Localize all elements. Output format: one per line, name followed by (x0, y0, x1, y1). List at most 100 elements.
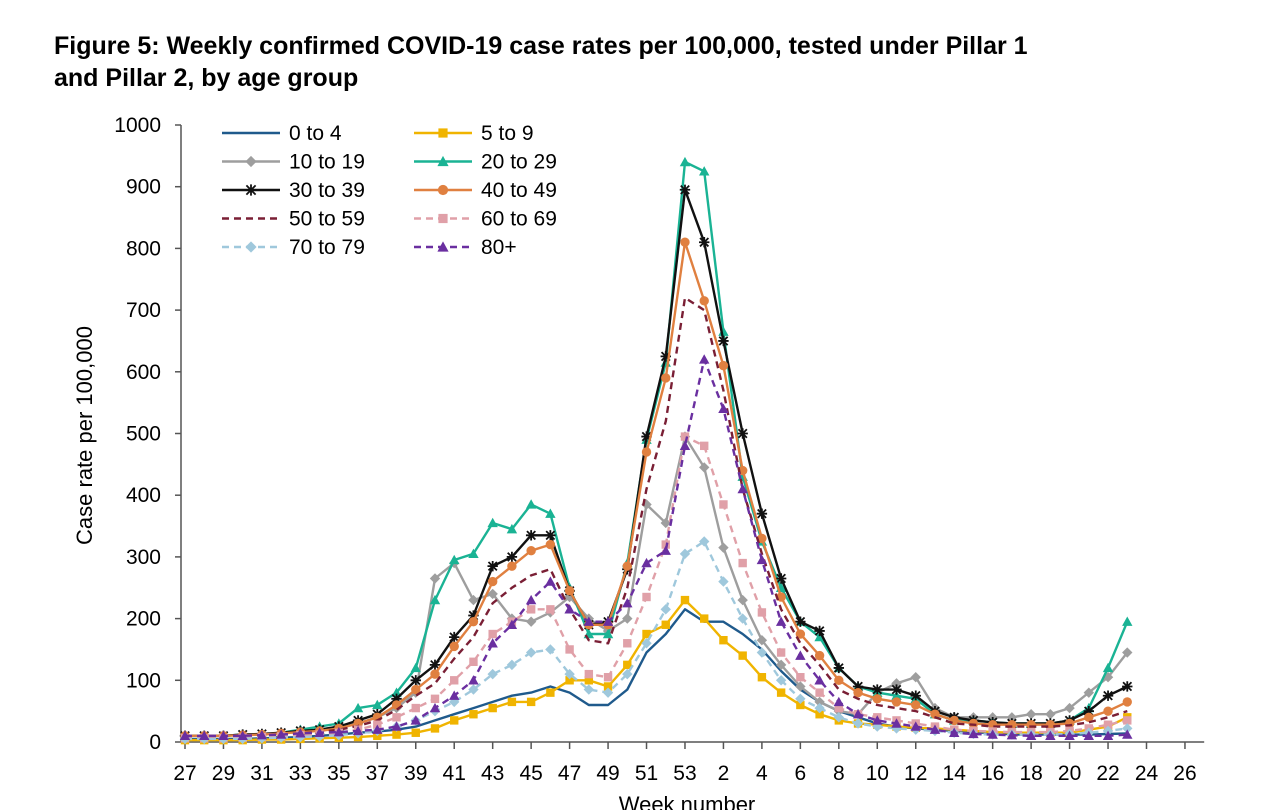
data-point (622, 668, 633, 680)
data-point (718, 335, 729, 347)
legend-marker (245, 155, 257, 168)
data-point (314, 727, 325, 737)
data-point (814, 675, 825, 685)
data-point (583, 684, 595, 695)
data-point (468, 675, 479, 685)
data-point (680, 432, 690, 441)
data-point (775, 573, 787, 584)
data-point (430, 694, 440, 704)
x-tick-label: 10 (866, 762, 889, 785)
data-point (1102, 672, 1114, 683)
x-tick-label: 26 (1173, 762, 1196, 785)
data-point (853, 687, 863, 698)
data-point (699, 354, 710, 364)
x-tick-label: 33 (289, 762, 312, 785)
data-point (507, 697, 517, 707)
data-point (910, 690, 921, 701)
data-point (814, 625, 825, 637)
legend-item: 30 to 39 (222, 179, 365, 202)
data-point (487, 668, 498, 680)
data-point (910, 721, 921, 731)
series-line (185, 358, 1128, 737)
data-point (795, 650, 806, 660)
chart-title-line-1: Figure 5: Weekly confirmed COVID-19 case… (54, 32, 1028, 60)
data-point (776, 688, 786, 697)
data-point (488, 629, 497, 639)
data-point (775, 659, 787, 671)
data-point (910, 672, 921, 683)
data-point (757, 608, 767, 617)
data-point (545, 644, 556, 655)
data-point (679, 548, 691, 560)
data-point (911, 700, 921, 710)
x-tick-label: 12 (904, 762, 927, 785)
series-60-to-69 (180, 432, 1132, 743)
data-point (852, 718, 864, 729)
data-point (525, 647, 537, 658)
data-point (622, 613, 633, 624)
legend-marker (437, 155, 449, 167)
data-point (449, 631, 460, 643)
data-point (852, 709, 864, 719)
data-point (623, 639, 632, 648)
data-point (834, 703, 844, 713)
data-point (642, 629, 651, 639)
data-point (602, 628, 614, 639)
data-point (795, 693, 806, 705)
y-axis-title: Case rate per 100,000 (72, 326, 97, 545)
data-point (603, 682, 613, 691)
data-point (1006, 730, 1018, 740)
legend-item: 10 to 19 (222, 151, 365, 174)
data-point (199, 730, 210, 741)
y-tick-label: 200 (126, 608, 161, 631)
data-point (546, 688, 555, 697)
data-point (391, 721, 402, 731)
data-point (1045, 709, 1056, 720)
data-point (392, 713, 401, 722)
data-point (795, 681, 806, 692)
legend-item: 80+ (414, 236, 517, 259)
data-point (700, 441, 709, 451)
x-tick-label: 45 (519, 762, 542, 785)
data-point (872, 721, 883, 732)
data-point (796, 673, 805, 682)
data-point (737, 594, 748, 606)
data-point (506, 523, 518, 534)
data-point (411, 684, 421, 695)
data-point (756, 508, 768, 519)
x-tick-label: 14 (943, 762, 967, 785)
x-tick-label: 31 (250, 762, 273, 785)
series-line (185, 435, 1129, 737)
data-point (891, 718, 902, 728)
data-point (1103, 706, 1113, 716)
data-point (815, 710, 824, 719)
data-point (410, 675, 421, 686)
data-point (718, 542, 729, 553)
data-point (564, 668, 575, 680)
data-point (237, 730, 248, 741)
data-point (450, 676, 459, 685)
data-point (1102, 662, 1114, 673)
data-point (660, 351, 671, 362)
legend-item: 60 to 69 (414, 208, 557, 231)
data-point (699, 166, 710, 176)
data-point (680, 595, 690, 605)
data-point (1025, 709, 1037, 720)
data-point (661, 373, 671, 383)
legend-marker (245, 184, 257, 196)
data-point (526, 546, 536, 556)
data-point (1122, 616, 1133, 626)
y-tick-label: 800 (126, 237, 161, 260)
series-40-to-49 (180, 237, 1132, 741)
data-point (929, 724, 941, 734)
legend-marker (245, 241, 257, 253)
data-point (814, 702, 825, 714)
data-point (833, 662, 845, 674)
data-point (1083, 705, 1095, 717)
data-point (333, 726, 345, 737)
data-point (872, 684, 883, 695)
series-line (185, 296, 1128, 739)
data-point (1083, 730, 1095, 741)
data-point (565, 676, 574, 685)
